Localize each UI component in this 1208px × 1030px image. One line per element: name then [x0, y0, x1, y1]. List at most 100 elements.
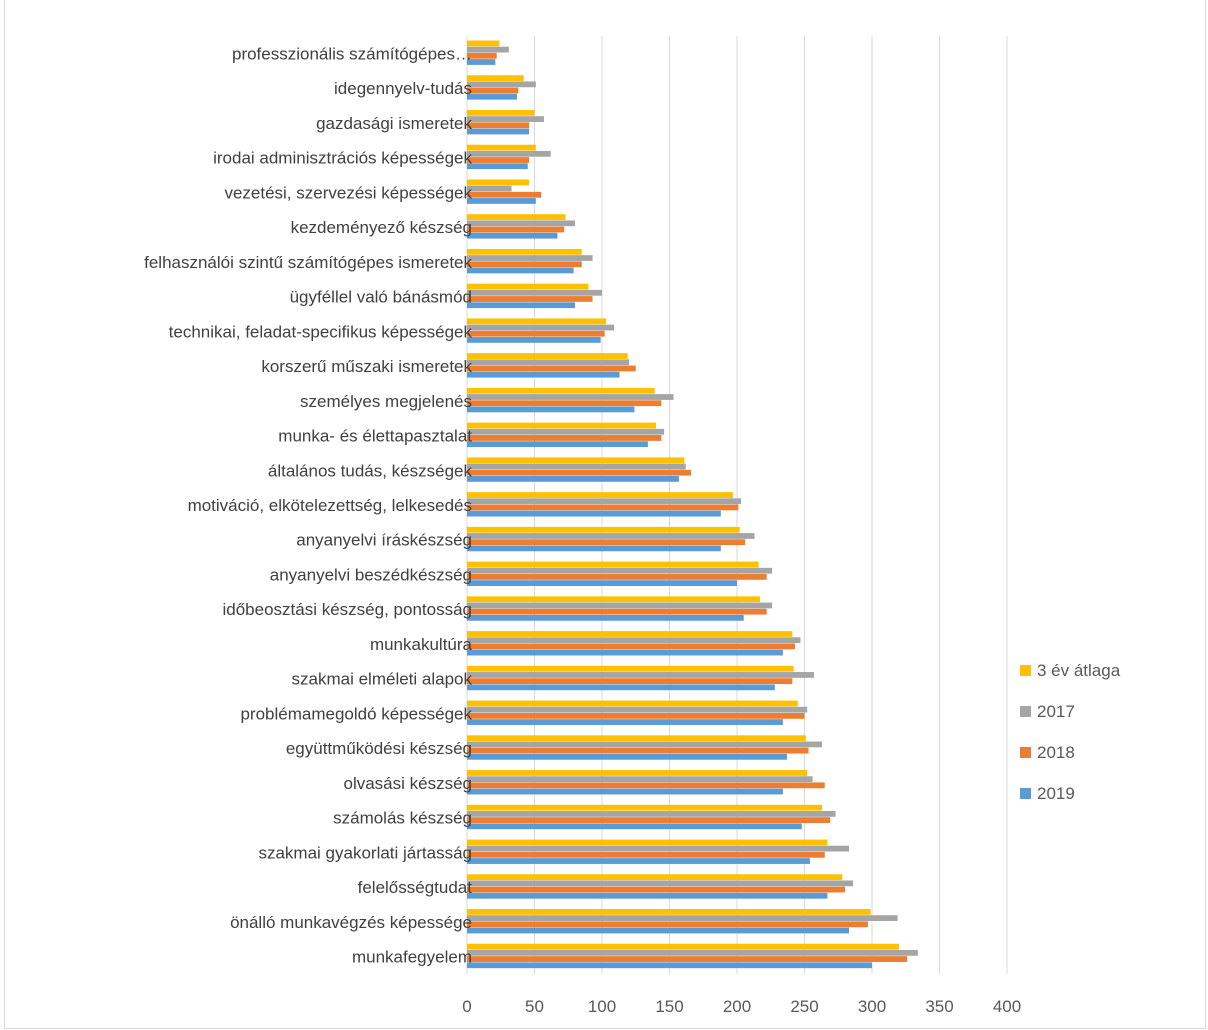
bar	[467, 492, 733, 498]
bar	[467, 580, 737, 587]
bar	[467, 567, 773, 574]
category-label: szakmai gyakorlati jártasság	[258, 843, 472, 862]
bar	[467, 52, 497, 59]
bar	[467, 232, 558, 239]
bar	[467, 337, 601, 343]
bar	[467, 596, 760, 603]
bar	[467, 353, 628, 359]
category-label: idegennyelv-tudás	[334, 79, 472, 98]
category-label: munkafegyelem	[352, 948, 472, 967]
legend-label: 3 év átlaga	[1037, 661, 1121, 680]
bar	[467, 956, 908, 962]
bar	[467, 643, 796, 650]
x-tick-label: 400	[993, 997, 1021, 1016]
bar	[467, 735, 806, 742]
bar	[467, 706, 808, 713]
category-label: munkakultúra	[370, 635, 473, 654]
category-label: felhasználói szintű számítógépes ismeret…	[144, 253, 472, 272]
category-label: korszerű műszaki ismeretek	[261, 357, 472, 376]
chart-frame	[4, 0, 1206, 1029]
bar	[467, 817, 831, 823]
bar	[467, 608, 767, 615]
bar	[467, 631, 793, 637]
bar	[467, 810, 836, 817]
bar	[467, 504, 739, 511]
legend: 3 év átlaga 2017 2018 2019	[1020, 661, 1121, 803]
bar	[467, 122, 530, 129]
category-label: szakmai elméleti alapok	[292, 670, 473, 689]
bar	[467, 927, 850, 934]
bar	[467, 678, 793, 685]
bar	[467, 770, 808, 776]
bar	[467, 602, 773, 609]
category-label: ügyféllel való bánásmód	[290, 288, 472, 307]
x-tick-label: 0	[462, 997, 471, 1016]
bar	[467, 457, 685, 464]
bar	[467, 776, 813, 783]
category-label: anyanyelvi beszédkészség	[270, 565, 472, 584]
bar	[467, 150, 551, 157]
bar	[467, 144, 536, 151]
bar	[467, 845, 850, 852]
bar	[467, 318, 607, 325]
category-label: motiváció, elkötelezettség, lelkesedés	[188, 496, 472, 515]
bar	[467, 949, 918, 956]
legend-label: 2018	[1037, 743, 1075, 762]
bar	[467, 672, 814, 678]
bar	[467, 296, 593, 302]
bar	[467, 880, 854, 887]
bar	[467, 788, 783, 795]
x-tick-label: 300	[858, 997, 886, 1016]
bar	[467, 921, 868, 928]
bar	[467, 851, 825, 858]
bar	[467, 220, 575, 227]
bar	[467, 526, 740, 533]
bar	[467, 915, 898, 922]
bar	[467, 561, 759, 568]
category-label: technikai, feladat-specifikus képességek	[169, 322, 473, 341]
bar	[467, 289, 602, 296]
category-label: gazdasági ismeretek	[316, 114, 472, 133]
bar	[467, 804, 823, 811]
bar	[467, 59, 496, 65]
bar	[467, 539, 746, 546]
bar	[467, 371, 620, 378]
bar	[467, 406, 635, 413]
bar	[467, 394, 674, 400]
bar	[467, 400, 662, 407]
category-label: általános tudás, készségek	[268, 461, 473, 480]
bar	[467, 261, 582, 268]
bar	[467, 753, 787, 760]
bar	[467, 283, 589, 290]
bar	[467, 81, 536, 88]
legend-swatch	[1020, 788, 1031, 799]
category-label: felelősségtudat	[358, 878, 473, 897]
bar	[467, 441, 648, 448]
bar	[467, 40, 500, 47]
bar	[467, 719, 783, 725]
bar	[467, 324, 615, 331]
x-axis-ticks: 0 50 100 150 200 250 300 350 400	[462, 997, 1021, 1016]
bar	[467, 614, 744, 621]
category-label: együttműködési készség	[286, 739, 472, 758]
bar	[467, 75, 524, 82]
category-label: személyes megjelenés	[300, 392, 472, 411]
bar	[467, 747, 809, 754]
bar	[467, 46, 509, 53]
bar	[467, 157, 530, 163]
bar	[467, 226, 565, 233]
bar	[467, 191, 542, 198]
x-tick-label: 250	[790, 997, 818, 1016]
bar	[467, 93, 517, 100]
bar	[467, 498, 742, 505]
category-label: problémamegoldó képességek	[240, 704, 472, 723]
category-labels: professzionális számítógépes… idegennyelv…	[144, 44, 472, 966]
bar	[467, 198, 536, 204]
bar	[467, 365, 636, 372]
bars	[467, 40, 918, 969]
bar	[467, 823, 802, 830]
bar	[467, 179, 530, 186]
bar	[467, 116, 544, 122]
bar	[467, 330, 605, 337]
